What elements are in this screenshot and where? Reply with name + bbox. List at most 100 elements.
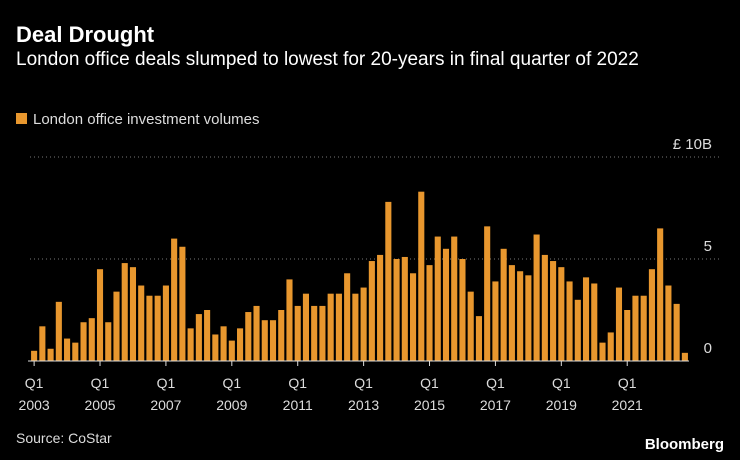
bar xyxy=(352,293,359,361)
source: Source: CoStar xyxy=(16,430,112,446)
bar xyxy=(418,191,425,361)
x-tick-label: Q1 xyxy=(25,375,44,391)
bar xyxy=(541,254,548,361)
bar xyxy=(368,261,375,361)
bar xyxy=(657,228,664,361)
bar xyxy=(138,285,145,361)
x-tick-label: Q1 xyxy=(354,375,373,391)
bar xyxy=(385,201,392,361)
y-tick-label: 0 xyxy=(704,340,712,357)
bar xyxy=(253,305,260,361)
bar xyxy=(442,248,450,361)
bar xyxy=(294,305,301,361)
bar xyxy=(533,234,540,361)
bar xyxy=(179,246,186,361)
bar xyxy=(204,310,211,361)
bar xyxy=(162,285,169,361)
bar xyxy=(648,269,655,361)
x-tick-label: 2017 xyxy=(480,397,511,413)
legend-label: London office investment volumes xyxy=(33,111,260,128)
bar xyxy=(335,293,342,361)
x-tick-label: Q1 xyxy=(618,375,637,391)
bar xyxy=(566,281,573,361)
bar xyxy=(220,326,227,361)
bar xyxy=(245,312,252,361)
bar xyxy=(632,295,639,361)
bar xyxy=(591,283,598,361)
bar xyxy=(517,271,524,361)
bar xyxy=(195,314,202,361)
bar xyxy=(393,259,400,361)
bar xyxy=(80,322,87,361)
bar xyxy=(319,305,326,361)
bar xyxy=(129,267,137,361)
bar xyxy=(550,261,557,361)
bar xyxy=(409,273,417,361)
bar xyxy=(508,265,515,361)
bar xyxy=(607,332,614,361)
bar xyxy=(121,263,128,361)
y-tick-label: £ 10B xyxy=(673,136,712,153)
bar xyxy=(269,320,277,361)
bar xyxy=(47,348,54,361)
bar xyxy=(467,291,474,361)
bar xyxy=(624,310,631,361)
bar xyxy=(574,299,581,361)
bar xyxy=(311,305,318,361)
bar xyxy=(302,293,310,361)
bar xyxy=(278,310,285,361)
bar xyxy=(525,275,532,361)
bar xyxy=(171,238,178,361)
bar xyxy=(88,318,95,361)
bar xyxy=(492,281,499,361)
bar xyxy=(327,293,334,361)
x-tick-label: 2015 xyxy=(414,397,445,413)
bar xyxy=(665,285,672,361)
bar xyxy=(105,322,112,361)
bar xyxy=(212,334,219,361)
x-tick-label: Q1 xyxy=(288,375,307,391)
bar xyxy=(113,291,120,361)
bar xyxy=(146,295,153,361)
bar xyxy=(640,295,647,361)
bar xyxy=(261,320,268,361)
x-tick-label: 2003 xyxy=(19,397,50,413)
bar xyxy=(484,226,491,361)
bar xyxy=(31,350,38,361)
bar xyxy=(228,340,235,361)
legend-swatch xyxy=(16,113,27,124)
bar xyxy=(401,256,408,361)
bar xyxy=(64,338,71,361)
x-tick-label: 2009 xyxy=(216,397,247,413)
x-tick-label: Q1 xyxy=(552,375,571,391)
bar xyxy=(39,326,46,361)
bar xyxy=(360,287,367,361)
brand: Bloomberg xyxy=(645,436,724,453)
bar xyxy=(72,342,79,361)
x-tick-label: 2021 xyxy=(612,397,643,413)
x-tick-label: 2007 xyxy=(150,397,181,413)
x-tick-label: Q1 xyxy=(91,375,110,391)
x-tick-label: 2011 xyxy=(283,397,313,413)
bar xyxy=(615,287,623,361)
bar xyxy=(154,295,161,361)
bar xyxy=(599,342,606,361)
bar xyxy=(377,254,384,361)
bar xyxy=(681,352,688,361)
chart-title: Deal Drought xyxy=(16,22,155,47)
x-tick-label: Q1 xyxy=(157,375,176,391)
bar xyxy=(187,328,194,361)
bar xyxy=(96,269,104,361)
x-tick-label: 2019 xyxy=(546,397,577,413)
bar xyxy=(558,267,565,361)
bar xyxy=(459,259,466,361)
bar xyxy=(582,277,590,361)
x-tick-label: Q1 xyxy=(222,375,241,391)
bar xyxy=(237,328,244,361)
bar xyxy=(55,301,62,361)
bar xyxy=(344,273,351,361)
bar xyxy=(475,316,482,361)
bar xyxy=(451,236,458,361)
